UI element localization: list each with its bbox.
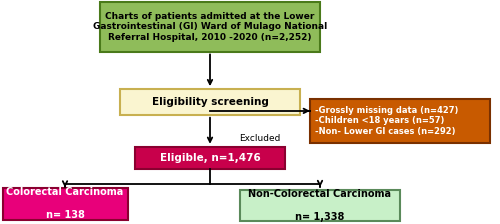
Text: Eligible, n=1,476: Eligible, n=1,476 xyxy=(160,153,260,163)
Text: Non-Colorectal Carcinoma

n= 1,338: Non-Colorectal Carcinoma n= 1,338 xyxy=(248,189,392,222)
Text: Charts of patients admitted at the Lower
Gastrointestinal (GI) Ward of Mulago Na: Charts of patients admitted at the Lower… xyxy=(93,12,327,42)
FancyBboxPatch shape xyxy=(310,99,490,143)
FancyBboxPatch shape xyxy=(2,188,128,220)
Text: Colorectal Carcinoma

n= 138: Colorectal Carcinoma n= 138 xyxy=(6,187,124,220)
FancyBboxPatch shape xyxy=(135,147,285,169)
FancyBboxPatch shape xyxy=(240,190,400,221)
FancyBboxPatch shape xyxy=(100,2,320,52)
FancyBboxPatch shape xyxy=(120,89,300,115)
Text: Eligibility screening: Eligibility screening xyxy=(152,97,268,107)
Text: Excluded: Excluded xyxy=(240,134,281,143)
Text: -Grossly missing data (n=427)
-Children <18 years (n=57)
-Non- Lower GI cases (n: -Grossly missing data (n=427) -Children … xyxy=(315,106,458,136)
